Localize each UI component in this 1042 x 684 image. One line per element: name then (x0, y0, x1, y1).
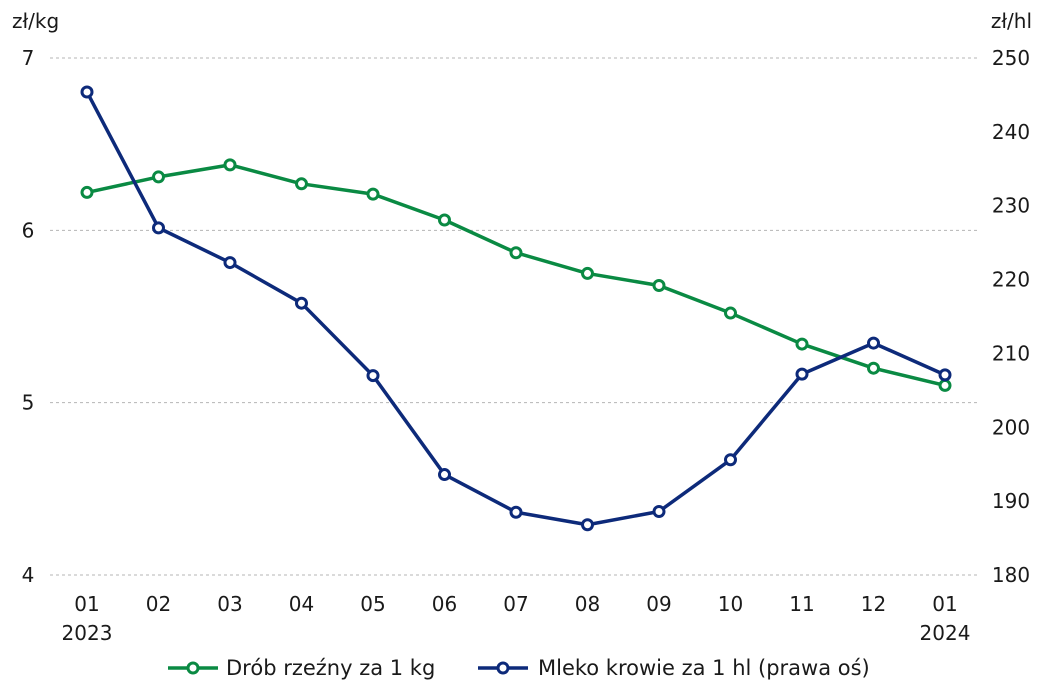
series-2 (80, 85, 952, 532)
left-tick-label: 6 (22, 218, 35, 242)
x-tick-label: 12 (861, 592, 886, 616)
x-axis-ticks: 01 02 03 04 05 06 07 08 09 10 11 12 01 2023 2024 (62, 592, 971, 645)
x-tick-label: 03 (217, 592, 242, 616)
x-tick-label: 02 (146, 592, 171, 616)
left-axis-unit: zł/kg (12, 9, 59, 33)
data-point (795, 337, 809, 351)
data-point (581, 518, 594, 532)
data-point (438, 468, 451, 482)
left-axis-ticks: 4 5 6 7 (22, 46, 35, 587)
x-tick-label: 06 (432, 592, 457, 616)
legend-label: Mleko krowie za 1 hl (prawa oś) (538, 656, 870, 680)
x-year-label-end: 2024 (920, 621, 971, 645)
data-point (295, 296, 308, 310)
data-point (80, 185, 94, 199)
legend-label: Drób rzeźny za 1 kg (226, 656, 435, 680)
series-layer (80, 85, 952, 532)
x-tick-label: 10 (718, 592, 743, 616)
right-axis-ticks: 180 190 200 210 220 230 240 250 (992, 46, 1030, 587)
data-point (366, 369, 380, 383)
legend-item-1: Drób rzeźny za 1 kg (168, 656, 435, 680)
data-point (867, 361, 880, 375)
data-point (295, 177, 308, 191)
right-tick-label: 220 (992, 268, 1030, 292)
legend-swatch-marker (496, 661, 510, 675)
x-tick-label: 05 (360, 592, 385, 616)
data-point (509, 505, 523, 519)
legend-item-2: Mleko krowie za 1 hl (prawa oś) (478, 656, 870, 680)
data-point (366, 187, 380, 201)
data-point (724, 306, 737, 320)
data-point (652, 504, 666, 518)
data-point (223, 158, 237, 172)
series-line (86, 163, 946, 388)
gridlines (50, 57, 980, 576)
right-tick-label: 190 (992, 489, 1030, 513)
data-point (652, 278, 666, 292)
data-point (223, 256, 237, 270)
x-tick-label: 09 (646, 592, 671, 616)
x-tick-label: 04 (289, 592, 314, 616)
data-point (152, 170, 165, 184)
right-tick-label: 230 (992, 194, 1030, 218)
legend-swatch-marker (186, 661, 200, 675)
right-tick-label: 210 (992, 341, 1030, 365)
data-point (795, 367, 809, 381)
data-point (80, 85, 94, 99)
series-line (85, 91, 946, 527)
right-tick-label: 250 (992, 46, 1030, 70)
right-tick-label: 180 (992, 563, 1030, 587)
left-tick-label: 7 (22, 46, 35, 70)
x-tick-label: 01 (74, 592, 99, 616)
series-1 (80, 158, 952, 392)
right-axis-unit: zł/hl (991, 9, 1032, 33)
legend: Drób rzeźny za 1 kg Mleko krowie za 1 hl … (168, 656, 870, 680)
data-point (509, 246, 523, 260)
right-tick-label: 200 (992, 415, 1030, 439)
data-point (867, 336, 880, 350)
data-point (724, 453, 737, 467)
x-tick-label: 08 (575, 592, 600, 616)
data-point (938, 368, 952, 382)
x-tick-label: 07 (503, 592, 528, 616)
data-point (938, 378, 952, 392)
x-year-label-start: 2023 (62, 621, 113, 645)
left-tick-label: 5 (22, 391, 35, 415)
x-tick-label: 01 (932, 592, 957, 616)
data-point (438, 213, 451, 227)
data-point (581, 266, 594, 280)
right-tick-label: 240 (992, 120, 1030, 144)
x-tick-label: 11 (789, 592, 814, 616)
data-point (152, 221, 165, 235)
left-tick-label: 4 (22, 563, 35, 587)
